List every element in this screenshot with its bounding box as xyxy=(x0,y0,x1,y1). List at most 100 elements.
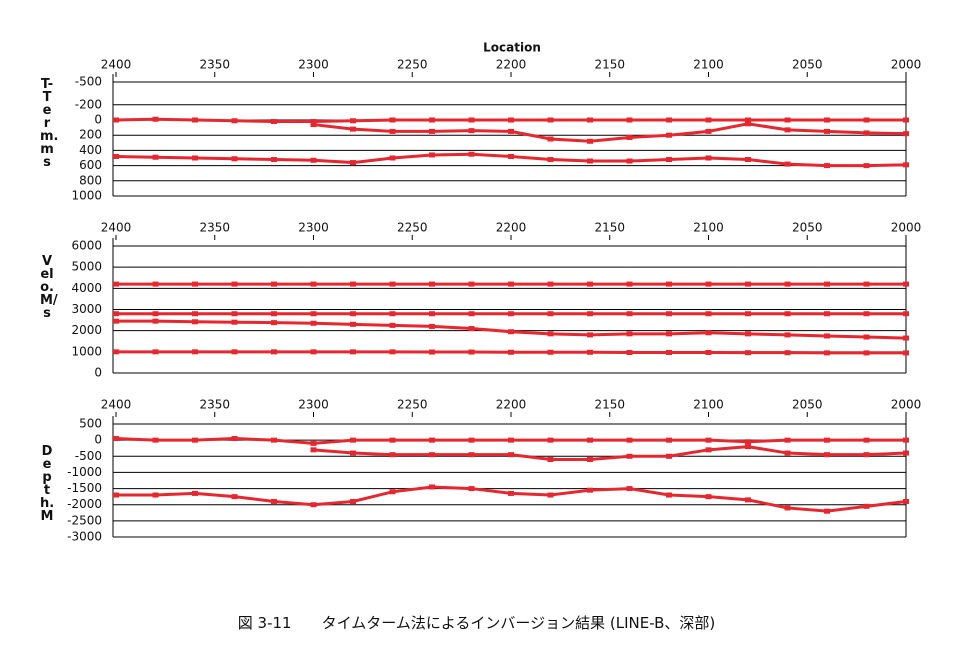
y-tick-label: 3000 xyxy=(71,302,102,316)
data-point xyxy=(863,311,870,317)
data-point xyxy=(745,331,751,337)
data-point xyxy=(547,157,554,163)
data-point xyxy=(784,332,791,338)
data-point xyxy=(705,494,712,500)
data-point xyxy=(468,326,475,332)
data-point xyxy=(903,311,909,317)
data-point xyxy=(192,155,198,161)
data-point xyxy=(271,498,277,504)
data-point xyxy=(666,157,672,163)
data-point xyxy=(231,436,238,442)
data-point xyxy=(903,131,909,137)
x-tick-label: 2250 xyxy=(397,221,428,235)
data-point xyxy=(745,497,751,503)
y-tick-label: 500 xyxy=(79,417,102,431)
data-point xyxy=(626,437,633,443)
x-tick-label: 2100 xyxy=(693,398,724,412)
data-point xyxy=(745,311,751,317)
data-point xyxy=(429,452,435,458)
data-point xyxy=(429,349,435,355)
y-axis-label: Depth. M xyxy=(40,444,55,524)
x-tick-label: 2100 xyxy=(693,221,724,235)
data-point xyxy=(389,281,396,287)
data-point xyxy=(113,349,119,355)
x-tick-label: 2150 xyxy=(594,221,625,235)
data-point xyxy=(152,492,159,498)
data-point xyxy=(350,281,356,287)
data-point xyxy=(705,155,712,161)
data-point xyxy=(903,498,909,504)
x-tick-label: 2400 xyxy=(101,58,132,72)
data-point xyxy=(310,122,317,128)
data-point xyxy=(587,281,593,287)
data-point xyxy=(824,311,830,317)
x-tick-label: 2400 xyxy=(101,398,132,412)
x-tick-label: 2350 xyxy=(199,398,230,412)
y-axis-label: T-Term. ms xyxy=(40,77,59,170)
data-point xyxy=(350,437,356,443)
data-point xyxy=(863,452,870,458)
x-tick-label: 2000 xyxy=(891,398,922,412)
data-point xyxy=(389,452,396,458)
data-point xyxy=(231,319,238,325)
data-point xyxy=(666,492,672,498)
data-point xyxy=(547,492,554,498)
data-point xyxy=(310,502,317,508)
data-point xyxy=(784,161,791,167)
x-tick-label: 2300 xyxy=(298,58,329,72)
data-point xyxy=(113,492,119,498)
data-point xyxy=(468,128,475,134)
data-point xyxy=(863,163,870,169)
data-point xyxy=(626,134,633,140)
data-point xyxy=(389,322,396,328)
data-point xyxy=(429,437,435,443)
data-point xyxy=(705,447,712,453)
data-point xyxy=(863,281,870,287)
data-point xyxy=(824,281,830,287)
y-tick-label: 0 xyxy=(94,433,102,447)
data-point xyxy=(152,281,159,287)
data-point xyxy=(310,440,317,446)
data-point xyxy=(192,349,198,355)
data-point xyxy=(389,437,396,443)
x-tick-label: 2200 xyxy=(496,398,527,412)
data-point xyxy=(587,332,593,338)
data-point xyxy=(271,311,277,317)
x-tick-label: 2050 xyxy=(792,221,823,235)
data-point xyxy=(310,320,317,326)
x-tick-label: 2200 xyxy=(496,58,527,72)
data-point xyxy=(745,121,751,127)
data-point xyxy=(745,350,751,356)
y-tick-label: -3000 xyxy=(67,530,102,544)
data-point xyxy=(310,281,317,287)
data-point xyxy=(192,117,198,123)
data-point xyxy=(705,311,712,317)
data-point xyxy=(350,450,356,456)
data-point xyxy=(666,437,672,443)
y-tick-label: 800 xyxy=(79,173,102,187)
y-tick-label: -1500 xyxy=(67,481,102,495)
data-point xyxy=(468,437,475,443)
data-point xyxy=(784,350,791,356)
x-tick-label: 2100 xyxy=(693,58,724,72)
x-tick-label: 2150 xyxy=(594,58,625,72)
y-tick-label: 2000 xyxy=(71,323,102,337)
data-point xyxy=(152,154,159,160)
data-point xyxy=(784,450,791,456)
data-point xyxy=(863,130,870,136)
y-tick-label: 0 xyxy=(94,113,102,127)
x-tick-label: 2250 xyxy=(397,58,428,72)
data-point xyxy=(508,452,514,458)
data-point xyxy=(231,311,238,317)
y-tick-label: 1000 xyxy=(71,189,102,203)
data-point xyxy=(192,490,198,496)
data-point xyxy=(271,157,277,163)
data-point xyxy=(666,311,672,317)
data-point xyxy=(745,439,751,445)
data-point xyxy=(508,128,514,134)
data-point xyxy=(113,436,119,442)
data-point xyxy=(626,158,633,164)
data-point xyxy=(745,117,751,123)
data-point xyxy=(192,281,198,287)
